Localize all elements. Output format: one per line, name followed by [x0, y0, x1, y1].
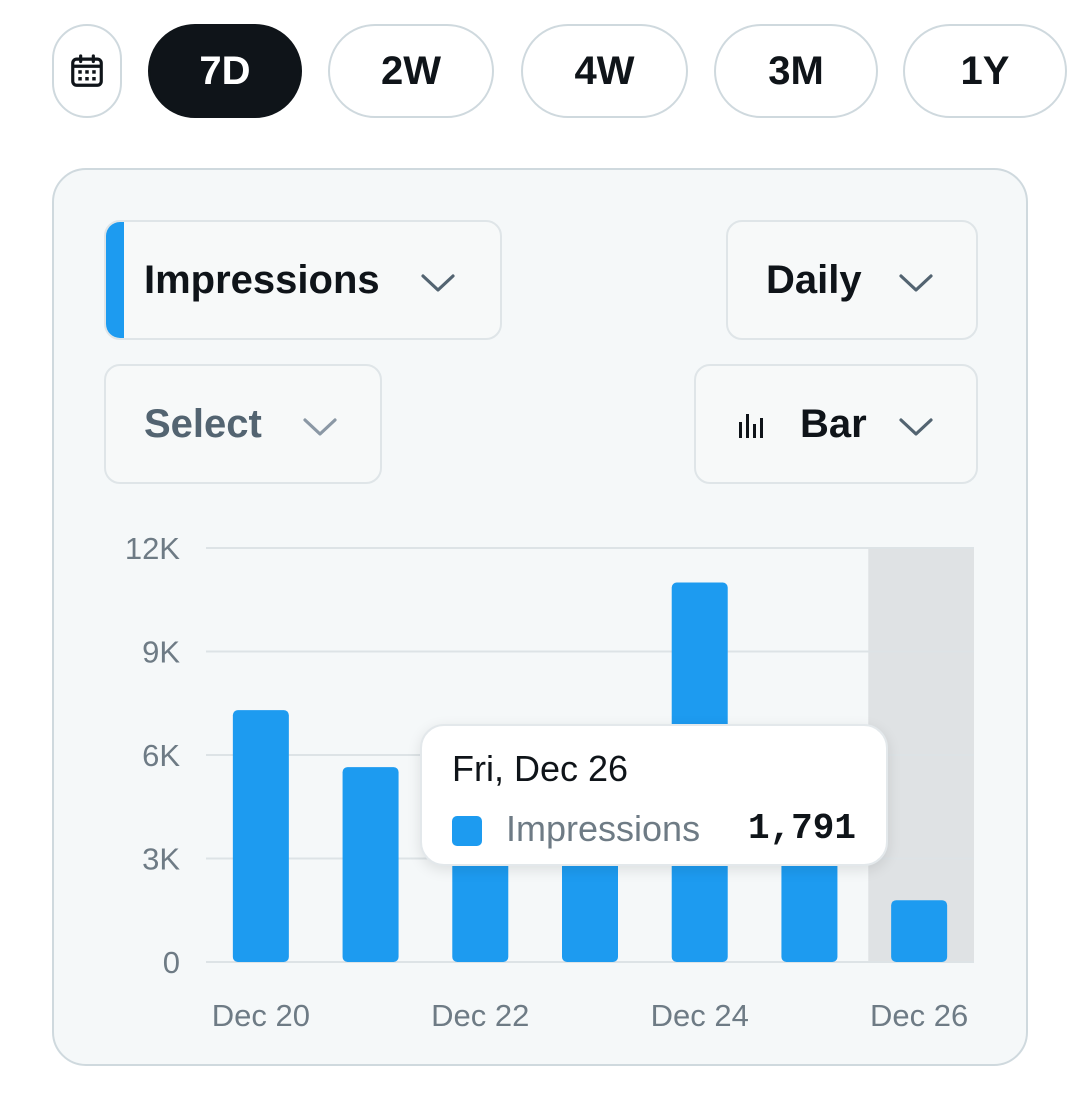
compare-dropdown[interactable]: Select: [104, 364, 382, 484]
calendar-icon: [71, 54, 103, 87]
range-option-4w[interactable]: 4W: [521, 24, 688, 118]
analytics-card: Impressions Daily Select Bar 0 3K 6K 9K 12K D…: [52, 168, 1028, 1066]
tooltip-series-swatch: [452, 816, 482, 846]
metric-dropdown-label: Impressions: [144, 258, 380, 302]
range-option-3m[interactable]: 3M: [714, 24, 878, 118]
bar-dec-21: [342, 767, 399, 962]
bar-dec-22: [452, 844, 509, 962]
interval-dropdown[interactable]: Daily: [726, 220, 978, 340]
x-tick-label: Dec 24: [651, 998, 749, 1033]
calendar-button[interactable]: [52, 24, 122, 118]
chart-type-dropdown[interactable]: Bar: [694, 364, 978, 484]
chevron-down-icon: [421, 274, 455, 292]
impressions-bar-chart: 0 3K 6K 9K 12K Dec 20 Dec 22 Dec 24 Dec 26: [125, 531, 974, 1033]
date-range-selector: 7D 2W 4W 3M 1Y: [0, 0, 1080, 140]
metric-dropdown[interactable]: Impressions: [104, 220, 502, 340]
bar-chart-icon: [739, 414, 763, 438]
chart-type-dropdown-label: Bar: [800, 402, 867, 446]
y-tick-label: 0: [163, 945, 180, 980]
interval-dropdown-label: Daily: [766, 258, 862, 302]
tooltip-value: 1,791: [747, 808, 856, 849]
x-tick-label: Dec 20: [212, 998, 310, 1033]
y-tick-label: 12K: [125, 531, 180, 566]
chevron-down-icon: [303, 418, 337, 436]
y-tick-label: 3K: [142, 842, 180, 877]
bar-dec-26: [891, 900, 948, 962]
chevron-down-icon: [899, 418, 933, 436]
tooltip-series-name: Impressions: [506, 808, 701, 849]
range-option-1y[interactable]: 1Y: [903, 24, 1067, 118]
tooltip-date: Fri, Dec 26: [452, 748, 629, 789]
compare-dropdown-label: Select: [144, 402, 262, 446]
bar-dec-20: [232, 710, 289, 962]
bar-dec-25: [781, 837, 838, 962]
bar-dec-23: [562, 841, 618, 962]
metric-color-accent: [106, 222, 124, 338]
x-tick-label: Dec 22: [431, 998, 529, 1033]
y-tick-label: 6K: [142, 738, 180, 773]
y-tick-label: 9K: [142, 635, 180, 670]
range-option-2w[interactable]: 2W: [328, 24, 494, 118]
x-tick-label: Dec 26: [870, 998, 968, 1033]
chevron-down-icon: [899, 274, 933, 292]
chart-tooltip: Fri, Dec 26 Impressions 1,791: [420, 724, 888, 866]
range-option-7d[interactable]: 7D: [148, 24, 302, 118]
